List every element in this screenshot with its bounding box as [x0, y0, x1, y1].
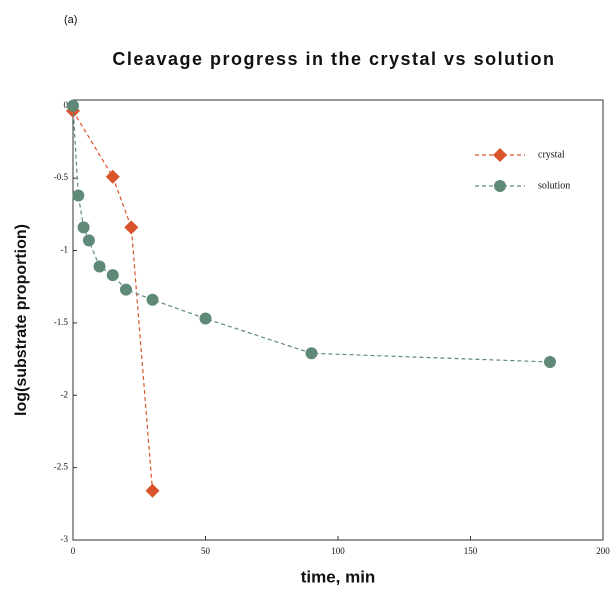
marker [544, 355, 556, 368]
marker [67, 99, 79, 112]
y-tick-label: -2 [61, 389, 69, 399]
x-tick-label: 100 [331, 546, 345, 556]
plot-frame [72, 99, 604, 541]
marker [124, 220, 139, 235]
y-tick-label: -3 [61, 534, 69, 544]
marker [146, 293, 159, 306]
legend-label: solution [538, 180, 570, 191]
marker [72, 189, 85, 202]
y-tick-label: -0.5 [54, 172, 69, 182]
marker [77, 221, 90, 234]
x-tick-label: 150 [464, 546, 478, 556]
series-line [72, 105, 551, 363]
marker [305, 347, 318, 360]
legend-marker [493, 148, 507, 162]
y-tick-label: -1.5 [54, 317, 69, 327]
x-tick-label: 0 [71, 546, 76, 556]
y-tick-label: 0 [64, 100, 69, 110]
marker [93, 260, 106, 273]
legend-label: crystal [538, 149, 565, 160]
y-tick-label: -2.5 [54, 462, 69, 472]
marker [106, 269, 119, 282]
legend-marker [494, 180, 506, 192]
series-line [72, 110, 154, 491]
marker [120, 283, 132, 296]
x-tick-label: 200 [596, 546, 610, 556]
marker [82, 234, 95, 247]
marker [199, 312, 212, 325]
x-axis-label: time, min [301, 567, 376, 586]
chart-title: Cleavage progress in the crystal vs solu… [112, 49, 555, 69]
y-tick-label: -1 [61, 245, 69, 255]
y-axis-label: log(substrate proportion) [13, 224, 30, 416]
panel-label: (a) [64, 14, 77, 26]
marker [145, 483, 160, 498]
x-tick-label: 50 [201, 546, 211, 556]
marker [105, 169, 120, 184]
